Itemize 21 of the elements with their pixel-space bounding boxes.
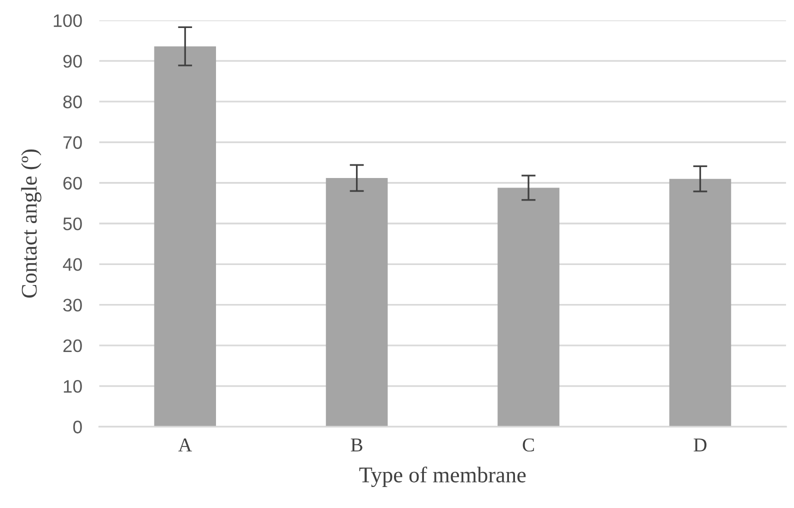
y-tick-label: 50 (63, 217, 82, 230)
bar (498, 188, 560, 427)
y-tick-label: 20 (63, 339, 82, 352)
y-tick-label: 80 (63, 96, 82, 108)
y-tick-label: 90 (63, 54, 82, 68)
bar (669, 178, 732, 427)
y-tick-label: 40 (62, 258, 82, 271)
x-tick-label: D (694, 438, 706, 452)
y-tick-label: 100 (54, 14, 82, 28)
y-tick-label: 10 (64, 380, 82, 393)
y-tick-label: 0 (73, 420, 82, 434)
bar (326, 178, 388, 427)
x-axis-title: Type of membrane (359, 466, 526, 488)
x-tick-label: B (350, 438, 362, 452)
bar (154, 46, 216, 427)
x-tick-label: A (178, 438, 192, 452)
x-tick-label: C (522, 438, 534, 452)
y-tick-label: 70 (63, 136, 82, 149)
y-tick-label: 30 (63, 298, 82, 312)
y-axis-title: Contact angle (º) (21, 149, 42, 298)
y-tick-label: 60 (63, 176, 82, 190)
